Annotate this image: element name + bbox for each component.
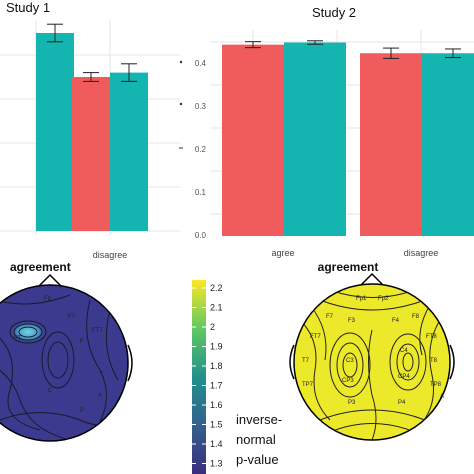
study2-ytick: 0.0	[195, 231, 207, 240]
colorbar-tick-label: 2.1	[210, 303, 223, 313]
colorbar-tick-label: 2	[210, 322, 215, 332]
electrode-label: TP7	[302, 382, 314, 388]
study1-error-bar	[47, 23, 63, 43]
electrode-label: TP8	[430, 382, 442, 388]
topoplot-left: agreement Fp F7 FT7 FT F T C P	[0, 260, 133, 442]
electrode-label: A	[98, 393, 102, 399]
electrode-label: C	[48, 388, 53, 394]
electrode-label: FT8	[426, 334, 437, 340]
study1-edge-mark	[179, 102, 183, 106]
study2-yticks: 0.0 0.1 0.2 0.3 0.4	[195, 59, 207, 240]
study1-xtick-disagree: disagree	[93, 250, 128, 260]
study2-bar	[360, 53, 422, 236]
electrode-label: Fp2	[378, 296, 389, 302]
colorbar-label-line: inverse-	[236, 412, 282, 427]
electrode-label: Fp	[44, 296, 52, 302]
study2-ytick: 0.2	[195, 145, 207, 154]
study2-bar	[222, 44, 284, 237]
study2-error-bar	[445, 48, 461, 59]
study2-error-bar	[245, 41, 261, 49]
electrode-label: F4	[392, 318, 400, 324]
study1-bars	[36, 23, 148, 231]
colorbar-ticks: 2.2 2.1 2 1.9 1.8 1.7 1.6 1.5 1.4 1.3	[192, 283, 223, 469]
electrode-label: F7	[326, 314, 334, 320]
electrode-label: T	[100, 372, 104, 378]
study2-ytick: 0.3	[195, 102, 207, 111]
electrode-label: C3	[346, 358, 354, 364]
electrode-label: F	[80, 339, 84, 345]
colorbar-label-line: p-value	[236, 452, 279, 467]
topoplot-right: agreement Fp1 Fp2 F7 F3 F4	[289, 260, 455, 441]
study2-xtick-agree: agree	[271, 248, 294, 258]
topoplot-right-nose	[359, 272, 385, 287]
electrode-label: T8	[430, 358, 438, 364]
study1-error-bar	[83, 72, 99, 82]
electrode-label: P3	[348, 400, 356, 406]
topoplot-left-electrodes: Fp F7 FT7 FT F T C P A	[14, 296, 104, 414]
colorbar-tick-label: 2.2	[210, 283, 223, 293]
study2-bar	[422, 53, 474, 236]
colorbar-tick-label: 1.3	[210, 459, 223, 469]
colorbar-tick-label: 1.7	[210, 381, 223, 391]
study2-panel: Study 2 0.0 0.1 0.2 0.3 0.4 agree disagr…	[195, 5, 474, 258]
electrode-label: T7	[302, 358, 310, 364]
topoplot-left-nose	[37, 273, 63, 288]
colorbar-gradient	[192, 280, 206, 474]
topoplot-right-ear	[449, 344, 455, 380]
electrode-label: F3	[348, 318, 356, 324]
electrode-label: F7	[68, 314, 76, 320]
topoplot-left-title: agreement	[10, 260, 71, 274]
colorbar-tick-label: 1.4	[210, 439, 223, 449]
study1-panel: Study 1 disagree	[0, 0, 183, 260]
electrode-label: FT7	[310, 334, 321, 340]
electrode-label: P	[80, 408, 84, 414]
study2-error-bar	[383, 47, 399, 59]
electrode-label: FT	[14, 336, 22, 342]
colorbar-label-line: normal	[236, 432, 276, 447]
colorbar-tick-label: 1.5	[210, 420, 223, 430]
study1-bar	[72, 77, 110, 231]
electrode-label: FT7	[92, 328, 103, 334]
electrode-label: F8	[412, 314, 420, 320]
study1-bar	[110, 72, 148, 231]
study2-bars	[222, 40, 474, 237]
study2-ytick: 0.1	[195, 188, 207, 197]
study2-error-bar	[307, 40, 323, 45]
electrode-label: CP4	[398, 374, 410, 380]
study2-title: Study 2	[312, 5, 356, 20]
topoplot-left-ear	[127, 344, 133, 382]
study1-error-bar	[121, 63, 137, 82]
electrode-label: P4	[398, 400, 406, 406]
study2-bar	[284, 42, 346, 236]
study1-bar	[36, 33, 74, 231]
study1-edge-mark	[179, 60, 183, 64]
topoplot-right-contours	[299, 289, 441, 440]
colorbar-tick-label: 1.8	[210, 361, 223, 371]
topoplot-right-electrodes: Fp1 Fp2 F7 F3 F4 F8 FT7 FT8 T7 C3 C4 T8 …	[302, 296, 444, 406]
topoplot-right-title: agreement	[318, 260, 379, 274]
electrode-label: A	[440, 394, 444, 400]
study1-title: Study 1	[6, 0, 50, 15]
study2-ytick: 0.4	[195, 59, 207, 68]
topoplot-left-head	[0, 284, 129, 442]
colorbar-tick-label: 1.6	[210, 400, 223, 410]
electrode-label: CP3	[342, 378, 354, 384]
electrode-label: C4	[400, 348, 408, 354]
colorbar-tick-label: 1.9	[210, 342, 223, 352]
colorbar: 2.2 2.1 2 1.9 1.8 1.7 1.6 1.5 1.4 1.3 inverse- no…	[192, 280, 282, 474]
topoplot-right-ear	[289, 344, 295, 380]
study2-xtick-disagree: disagree	[404, 248, 439, 258]
electrode-label: Fp1	[356, 296, 367, 302]
